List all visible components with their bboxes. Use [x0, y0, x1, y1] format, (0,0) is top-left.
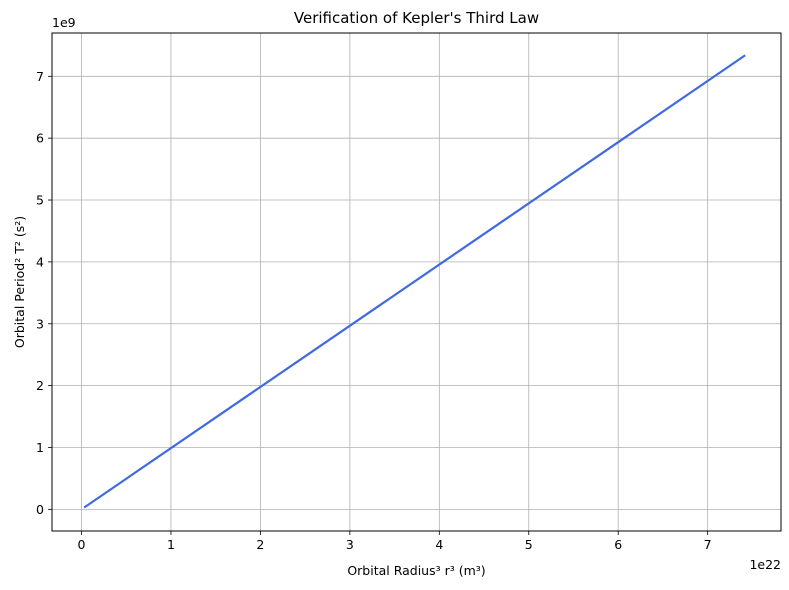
x-tick-label-6: 6 — [614, 537, 622, 552]
y-axis-title: Orbital Period² T² (s²) — [12, 216, 27, 348]
y-tick-label-6: 6 — [36, 131, 44, 146]
x-tick-label-0: 0 — [78, 537, 86, 552]
x-tick-label-3: 3 — [346, 537, 354, 552]
x-axis-title: Orbital Radius³ r³ (m³) — [347, 563, 485, 578]
y-tick-label-2: 2 — [36, 378, 44, 393]
x-offset-label: 1e22 — [749, 557, 781, 572]
x-tick-label-2: 2 — [256, 537, 264, 552]
grid — [52, 33, 781, 531]
series-layer — [83, 54, 746, 509]
x-tick-label-7: 7 — [704, 537, 712, 552]
plot-frame — [51, 32, 782, 532]
y-tick-label-7: 7 — [36, 69, 44, 84]
chart-title: Verification of Kepler's Third Law — [294, 9, 539, 27]
y-ticks: 0 1 2 3 4 5 6 7 — [36, 69, 52, 517]
y-tick-label-5: 5 — [36, 193, 44, 208]
y-tick-label-1: 1 — [36, 440, 44, 455]
x-tick-label-4: 4 — [435, 537, 443, 552]
x-tick-label-1: 1 — [167, 537, 175, 552]
series-line-0 — [83, 54, 746, 509]
y-tick-label-3: 3 — [36, 316, 44, 331]
x-tick-label-5: 5 — [525, 537, 533, 552]
y-tick-label-4: 4 — [36, 254, 44, 269]
y-offset-label: 1e9 — [52, 15, 76, 30]
x-ticks: 0 1 2 3 4 5 6 7 — [78, 531, 712, 552]
y-tick-label-0: 0 — [36, 502, 44, 517]
